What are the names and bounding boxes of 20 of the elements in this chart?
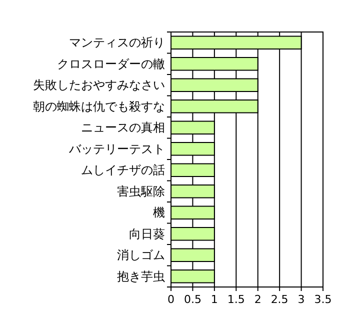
y-tick-label: マンティスの祈り (69, 36, 165, 50)
y-tick-label: 抱き芋虫 (117, 269, 165, 284)
x-tick-label: 0 (168, 293, 174, 306)
x-tick-label: 1 (210, 293, 218, 306)
y-tick-label: 消しゴム (117, 248, 165, 262)
y-tick-label: クロスローダーの轍 (57, 56, 165, 71)
y-tick-label: 害虫駆除 (117, 184, 165, 198)
y-tick-label: バッテリーテスト (68, 142, 165, 156)
y-tick-label: 失敗したおやすみなさい (33, 78, 165, 92)
x-tick-label: 2 (254, 293, 262, 306)
y-tick-label: 朝の蜘蛛は仇でも殺すな (33, 99, 165, 114)
x-tick-label: 3.5 (314, 293, 332, 306)
y-tick-label: ニュースの真相 (81, 120, 165, 135)
y-tick-label: 機 (153, 206, 165, 220)
x-tick-label: 3 (298, 293, 305, 306)
y-tick-label: 向日葵 (129, 226, 165, 241)
x-tick-label: 1.5 (227, 293, 245, 306)
x-tick-label: 0.5 (184, 293, 202, 306)
y-tick-label: ムしイチザの話 (81, 163, 165, 178)
x-tick-label: 2.5 (270, 293, 288, 306)
